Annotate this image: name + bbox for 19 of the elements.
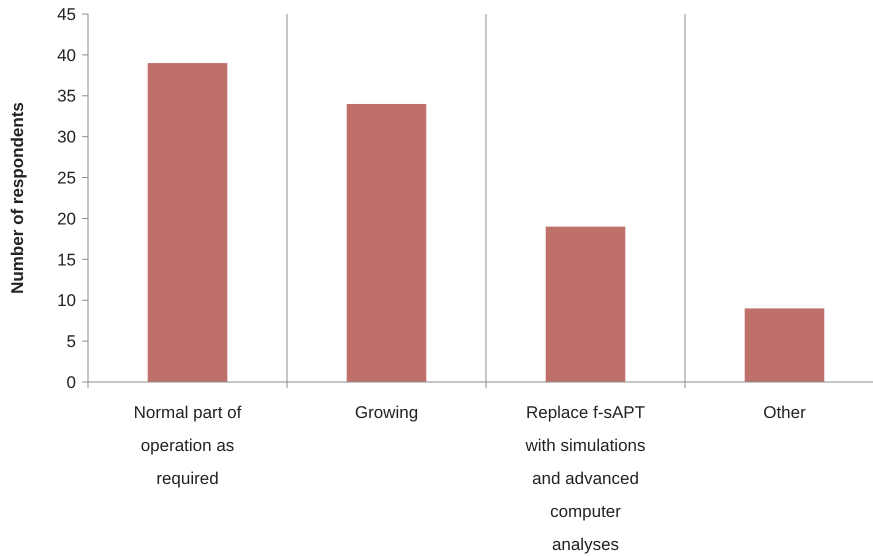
bar <box>744 308 824 382</box>
y-tick-label: 25 <box>57 168 76 188</box>
x-tick-label: Replace f-sAPT with simulations and advanced computer analyses <box>524 403 646 554</box>
y-tick-label: 35 <box>57 86 76 106</box>
bar <box>148 63 228 382</box>
y-tick-label: 40 <box>57 46 76 65</box>
x-tick-label: Normal part of operation as required <box>134 403 242 488</box>
y-tick-label: 20 <box>57 209 76 228</box>
y-tick-label: 30 <box>57 128 76 147</box>
y-tick-label: 15 <box>57 250 76 270</box>
bar <box>346 104 426 382</box>
bar <box>546 226 626 382</box>
y-axis-title: Number of respondents <box>8 102 27 294</box>
x-tick-label: Other <box>763 403 806 422</box>
y-tick-label: 5 <box>66 332 76 352</box>
y-tick-label: 0 <box>66 372 76 392</box>
y-tick-label: 45 <box>57 4 76 24</box>
x-tick-label: Growing <box>354 403 418 422</box>
y-tick-label: 10 <box>57 291 76 310</box>
